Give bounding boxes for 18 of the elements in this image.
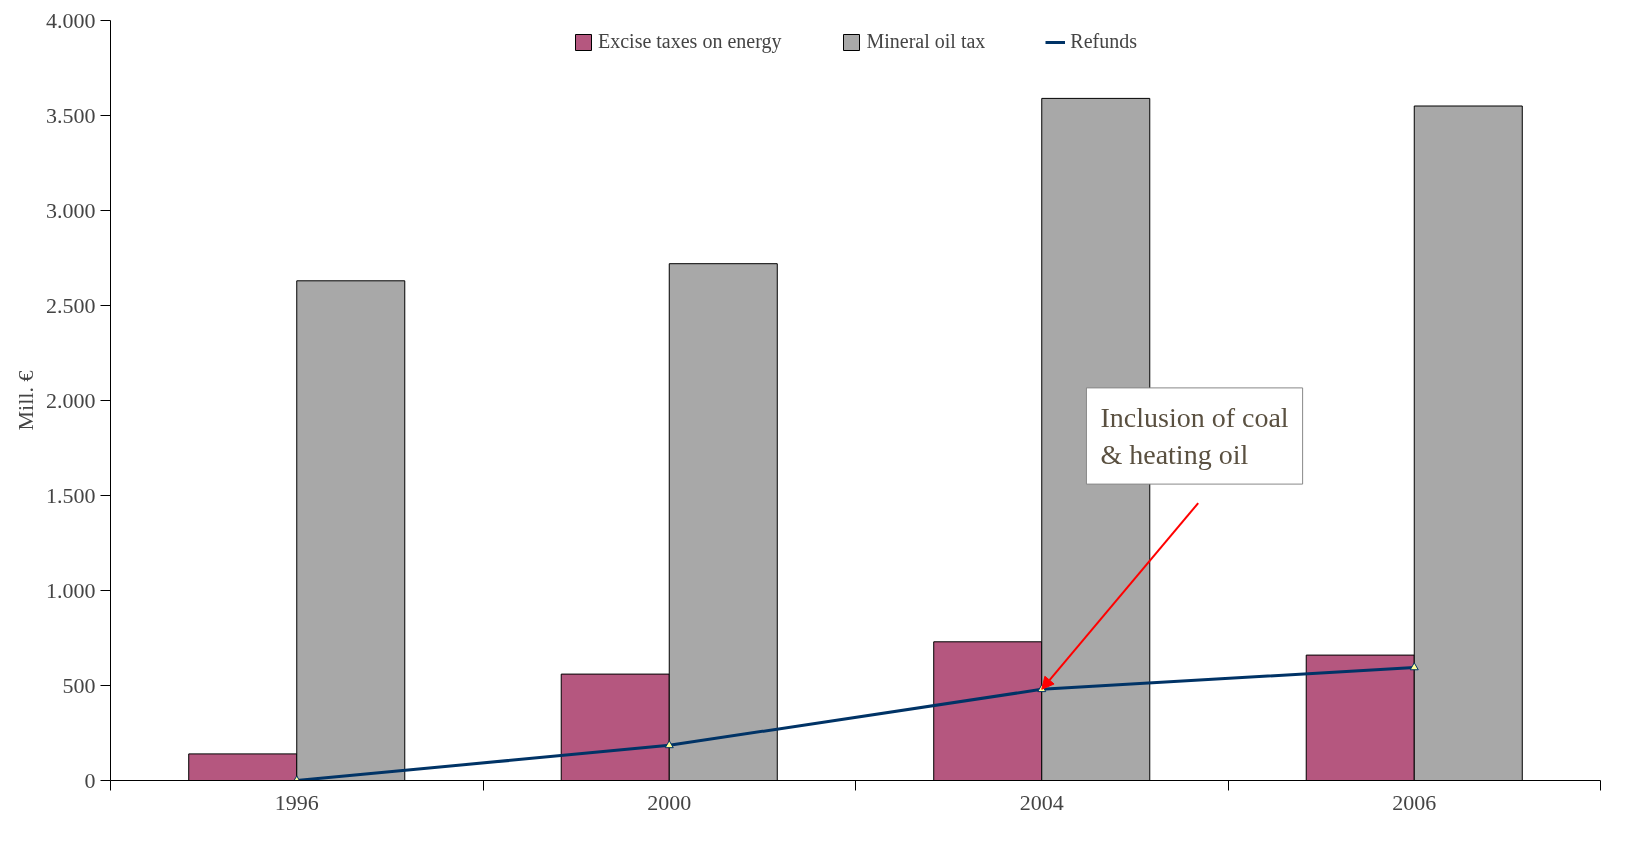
y-axis-title: Mill. € <box>13 370 38 431</box>
y-tick-label: 1.500 <box>46 482 96 508</box>
y-tick-label: 4.000 <box>46 7 96 33</box>
y-tick-label: 1.000 <box>46 577 96 603</box>
x-tick-label: 2000 <box>647 789 692 815</box>
x-tick-label: 2004 <box>1019 789 1064 815</box>
y-tick-label: 0 <box>84 767 96 793</box>
x-tick-label: 2006 <box>1392 789 1437 815</box>
y-tick-label: 2.000 <box>46 387 96 413</box>
y-tick-label: 2.500 <box>46 292 96 318</box>
legend-label: Excise taxes on energy <box>598 30 782 53</box>
annotation: Inclusion of coal & heating oil <box>1100 401 1289 471</box>
y-tick-label: 500 <box>62 672 96 698</box>
x-tick-label: 1996 <box>274 789 319 815</box>
legend-label: Mineral oil tax <box>866 30 986 53</box>
legend-label: Refunds <box>1070 30 1137 53</box>
y-tick-label: 3.000 <box>46 197 96 223</box>
y-tick-label: 3.500 <box>46 102 96 128</box>
